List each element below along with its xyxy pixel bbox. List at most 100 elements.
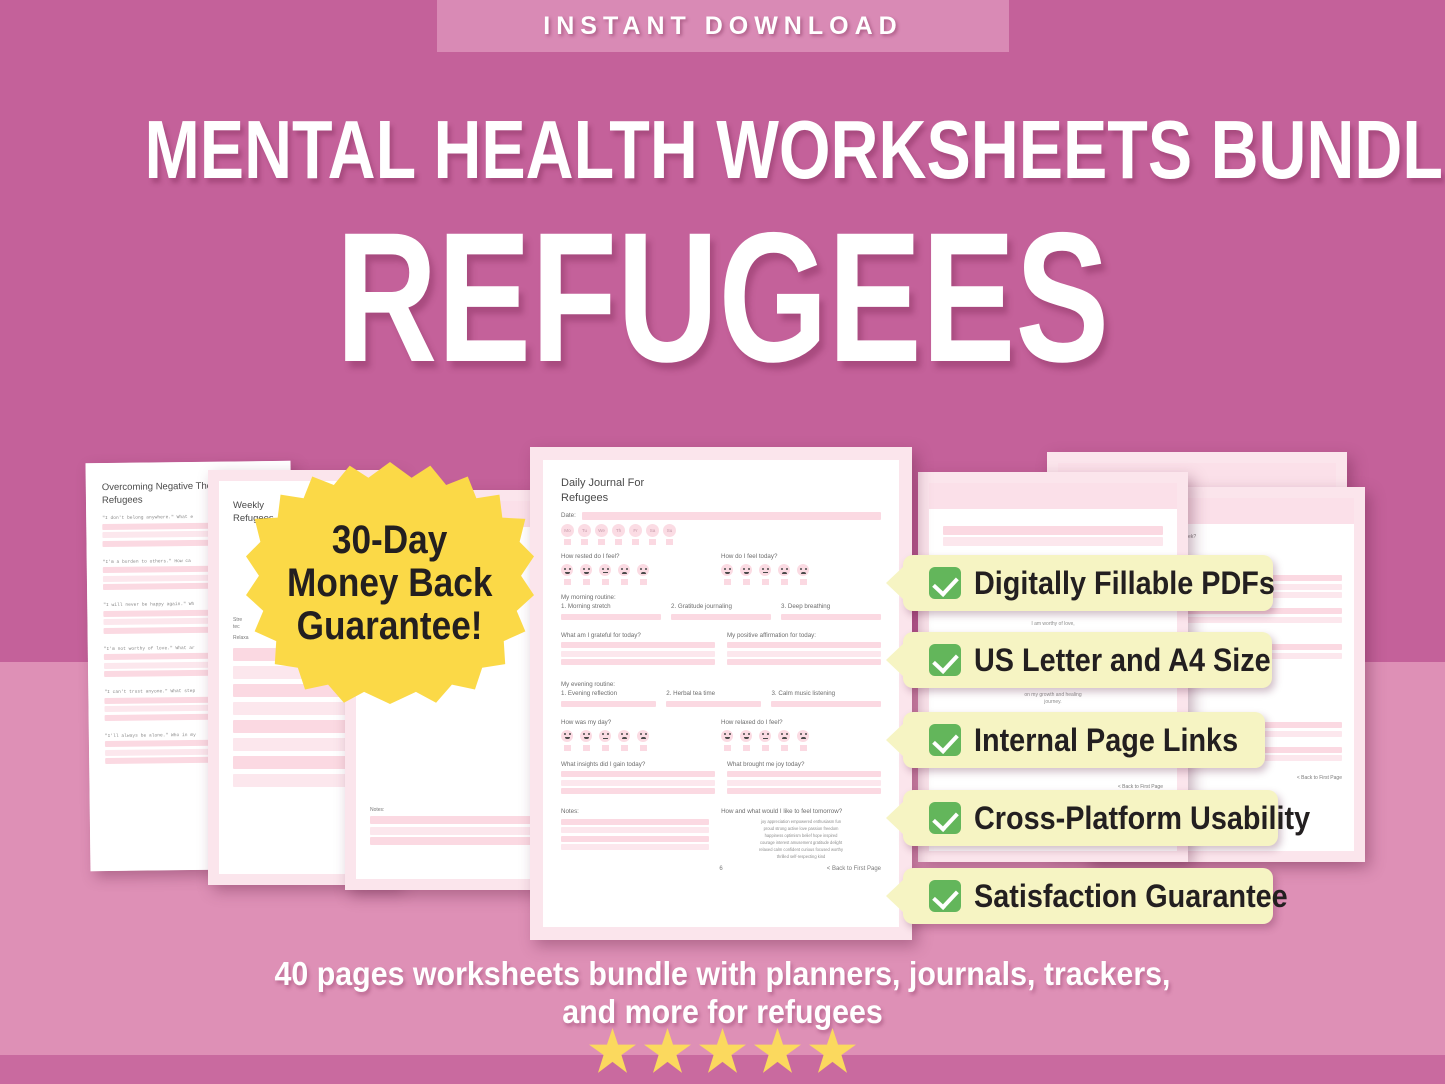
feature-label: Cross-Platform Usability (974, 800, 1311, 836)
question-insights: What insights did I gain today? (561, 760, 646, 768)
evening-input-2[interactable] (666, 700, 762, 707)
question-my-day: How was my day? (561, 718, 612, 726)
mood-face-sad[interactable] (778, 729, 790, 751)
mood-face-crying[interactable] (637, 729, 649, 751)
mood-scale-my-day[interactable] (561, 729, 721, 751)
money-back-guarantee-badge: 30-Day Money Back Guarantee! (246, 462, 534, 704)
weekly-review-back-link[interactable]: < Back to First Page (1296, 775, 1342, 781)
mood-face-happy[interactable] (740, 729, 752, 751)
evening-item-2: 2. Herbal tea time (666, 690, 716, 697)
caption-line-1: 40 pages worksheets bundle with planners… (274, 955, 1171, 992)
day-chip: Th (612, 524, 625, 545)
star-icon (699, 1028, 746, 1073)
star-icon (589, 1028, 636, 1073)
evening-item-1: 1. Evening reflection (561, 690, 618, 697)
star-icon (644, 1028, 691, 1073)
affirmation-line-2: on my growth and healing (1024, 692, 1082, 698)
evening-input-1[interactable] (561, 700, 657, 707)
weekly-title-1: Weekly (233, 500, 264, 511)
star-rating (0, 1028, 1445, 1075)
mood-face-crying[interactable] (797, 564, 809, 585)
feature-label: Satisfaction Guarantee (974, 878, 1288, 914)
question-grateful: What am I grateful for today? (561, 631, 641, 639)
feature-callout-cross-platform-usability: Cross-Platform Usability (886, 790, 1310, 846)
grateful-input[interactable] (561, 642, 715, 648)
mood-scale-rested[interactable] (561, 564, 721, 585)
mood-face-happy[interactable] (740, 564, 752, 585)
affirmation-input[interactable] (727, 642, 881, 648)
question-affirmation: My positive affirmation for today: (727, 631, 816, 639)
mood-face-happy[interactable] (580, 729, 592, 751)
question-feel-today: How do I feel today? (721, 553, 778, 560)
worksheet-page-daily-journal: Daily Journal For Refugees Date: Mo Tu W… (530, 447, 912, 940)
mood-face-love[interactable] (721, 729, 733, 751)
morning-item-3: 3. Deep breathing (781, 603, 831, 610)
caption-line-2: and more for refugees (562, 993, 883, 1030)
affirmation-line-1: I am worthy of love, (1031, 620, 1075, 627)
star-icon (809, 1028, 856, 1073)
mood-face-sad[interactable] (618, 564, 630, 585)
day-chip: Tu (578, 524, 591, 545)
feature-label: US Letter and A4 Size (974, 642, 1271, 678)
mood-face-crying[interactable] (637, 564, 649, 585)
date-label: Date: (561, 512, 576, 519)
morning-input-3[interactable] (781, 613, 881, 620)
question-relaxed: How relaxed do I feel? (721, 718, 783, 726)
day-chip: Su (663, 524, 676, 545)
feature-callout-internal-page-links: Internal Page Links (886, 712, 1265, 768)
notes-label: Notes: (561, 808, 579, 815)
morning-input-1[interactable] (561, 613, 661, 620)
feelings-word-cloud: joy appreciation empowered enthusiasm fu… (759, 819, 844, 859)
mood-face-neutral[interactable] (759, 564, 771, 585)
day-chip: Fr (629, 524, 642, 545)
mood-face-love[interactable] (561, 729, 573, 751)
weekly-sub-1: Stre (233, 617, 243, 623)
evening-input-3[interactable] (771, 700, 881, 707)
badge-line-1: 30-Day (332, 517, 448, 562)
insights-input[interactable] (561, 771, 715, 777)
date-input[interactable] (581, 511, 881, 520)
check-icon (929, 567, 961, 599)
question-joy: What brought me joy today? (727, 760, 805, 768)
mood-scale-feel-today[interactable] (721, 564, 881, 585)
page-title-line1: MENTAL HEALTH WORKSHEETS BUNDLE FOR (144, 103, 1445, 196)
mood-face-crying[interactable] (797, 729, 809, 751)
mood-face-neutral[interactable] (599, 729, 611, 751)
mood-face-happy[interactable] (580, 564, 592, 585)
feature-callout-satisfaction-guarantee: Satisfaction Guarantee (886, 868, 1288, 924)
joy-input[interactable] (727, 771, 881, 777)
mood-face-love[interactable] (561, 564, 573, 585)
feature-callout-us-letter-and-a4-size: US Letter and A4 Size (886, 632, 1272, 688)
daily-journal-back-link[interactable]: < Back to First Page (826, 866, 881, 872)
page-title-line2: REFUGEES (335, 195, 1110, 401)
mood-face-sad[interactable] (778, 564, 790, 585)
check-icon (929, 802, 961, 834)
morning-item-2: 2. Gratitude journaling (671, 603, 732, 610)
mood-face-love[interactable] (721, 564, 733, 585)
weekly-sub-3: Relaxa (233, 635, 249, 641)
mood-face-neutral[interactable] (759, 729, 771, 751)
feature-callout-digitally-fillable-pdfs: Digitally Fillable PDFs (886, 555, 1275, 611)
bundle-caption: 40 pages worksheets bundle with planners… (58, 955, 1387, 1031)
question-tomorrow: How and what would I like to feel tomorr… (721, 808, 843, 815)
evening-item-3: 3. Calm music listening (771, 690, 836, 697)
evening-routine-label: My evening routine: (561, 681, 615, 688)
mood-face-sad[interactable] (618, 729, 630, 751)
feature-label: Internal Page Links (974, 722, 1239, 758)
tracker-notes-label: Notes: (370, 806, 385, 813)
day-of-week-selector[interactable]: Mo Tu We Th Fr Sa Su (561, 524, 881, 545)
badge-line-2: Money Back (287, 560, 493, 605)
daily-journal-title-2: Refugees (561, 492, 609, 504)
day-chip: We (595, 524, 608, 545)
morning-item-1: 1. Morning stretch (561, 603, 611, 610)
notes-input[interactable] (561, 818, 710, 825)
mood-scale-relaxed[interactable] (721, 729, 881, 751)
question-rested: How rested do I feel? (561, 553, 620, 560)
affirmations-back-link[interactable]: < Back to First Page (1117, 783, 1163, 790)
check-icon (929, 880, 961, 912)
instant-download-ribbon: INSTANT DOWNLOAD (437, 0, 1009, 52)
mood-face-neutral[interactable] (599, 564, 611, 585)
morning-input-2[interactable] (671, 613, 771, 620)
check-icon (929, 644, 961, 676)
